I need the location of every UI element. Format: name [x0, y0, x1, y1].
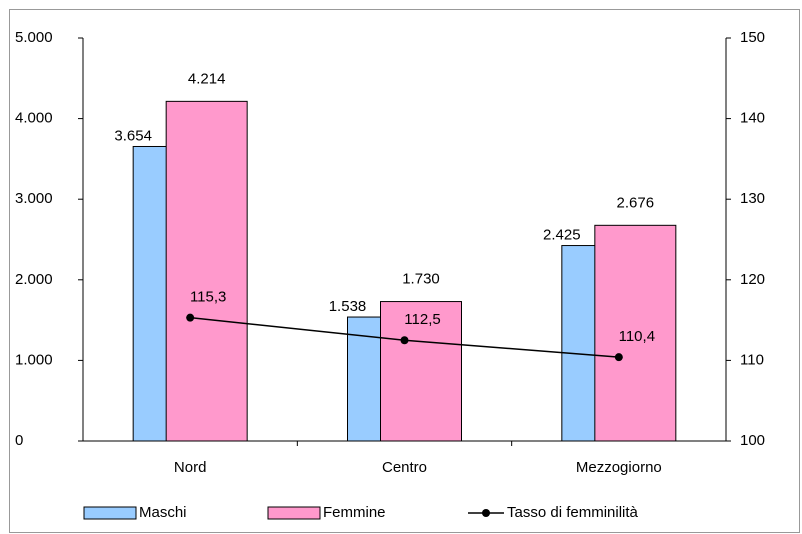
y-tick-label: 2.000 [15, 271, 53, 288]
bar-value-label: 3.654 [114, 127, 152, 144]
legend-point [482, 509, 490, 517]
x-tick-label: Centro [382, 459, 427, 476]
y-tick-label: 0 [15, 432, 23, 449]
y-tick-label: 3.000 [15, 190, 53, 207]
line-value-label: 115,3 [190, 289, 226, 306]
bar-value-label: 2.676 [617, 194, 655, 211]
line-value-label: 112,5 [404, 311, 440, 328]
y2-tick-label: 120 [740, 271, 765, 288]
y2-tick-label: 100 [740, 432, 765, 449]
chart-frame [9, 9, 800, 533]
legend-swatch [267, 506, 321, 520]
line-point [186, 313, 195, 322]
bar-value-label: 2.425 [543, 227, 581, 244]
legend-label: Maschi [139, 504, 187, 521]
y2-tick-label: 150 [740, 29, 765, 46]
bar-value-label: 4.214 [188, 70, 226, 87]
y-tick-label: 4.000 [15, 110, 53, 127]
legend-label: Femmine [323, 504, 386, 521]
y2-tick-label: 130 [740, 190, 765, 207]
legend-label: Tasso di femminilità [507, 504, 639, 521]
y2-tick-label: 110 [740, 351, 764, 368]
line-point [614, 353, 623, 362]
y2-tick-label: 140 [740, 110, 765, 127]
y-tick-label: 1.000 [15, 351, 53, 368]
bar-value-label: 1.538 [329, 298, 367, 315]
line-point [400, 336, 409, 345]
line-value-label: 110,4 [619, 328, 655, 345]
legend-swatch [83, 506, 137, 520]
x-tick-label: Nord [174, 459, 207, 476]
bar [165, 100, 248, 442]
y-tick-label: 5.000 [15, 29, 53, 46]
bar-value-label: 1.730 [402, 271, 440, 288]
x-tick-label: Mezzogiorno [576, 459, 662, 476]
bar [594, 224, 677, 442]
bar [380, 301, 462, 442]
